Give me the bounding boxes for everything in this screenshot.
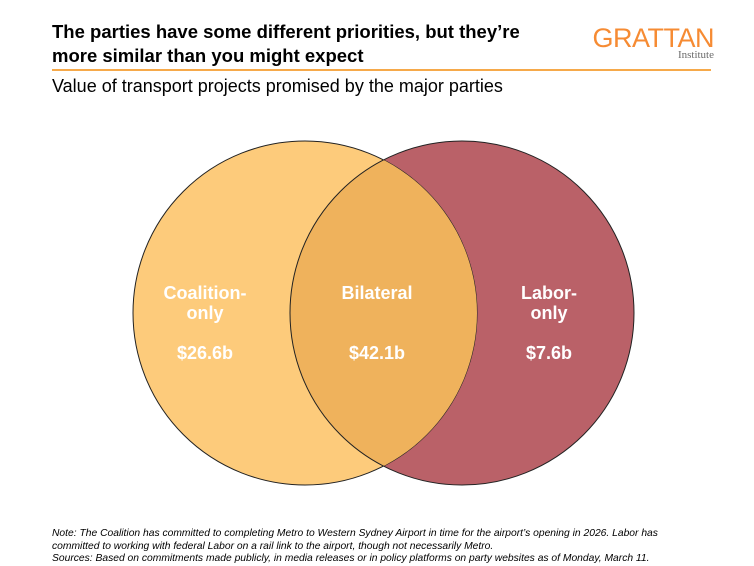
title-divider bbox=[52, 69, 711, 71]
bilateral-label: Bilateral bbox=[341, 283, 412, 303]
grattan-logo: GRATTAN Institute bbox=[592, 23, 715, 61]
chart-subtitle: Value of transport projects promised by … bbox=[52, 76, 503, 96]
coalition-label-line-2: only bbox=[186, 303, 223, 323]
note-line-2: committed to working with federal Labor … bbox=[52, 540, 494, 552]
chart-notes: Note: The Coalition has committed to com… bbox=[52, 528, 732, 566]
labor-value: $7.6b bbox=[526, 343, 572, 363]
chart-title-line-1: The parties have some different prioriti… bbox=[52, 21, 520, 42]
chart-title-line-2: more similar than you might expect bbox=[52, 45, 364, 66]
note-line-1: Note: The Coalition has committed to com… bbox=[52, 528, 658, 539]
sources-line: Sources: Based on commitments made publi… bbox=[52, 553, 650, 564]
logo-subtext: Institute bbox=[677, 49, 714, 61]
chart-title: The parties have some different prioriti… bbox=[52, 20, 572, 68]
logo-name: GRATTAN bbox=[592, 23, 715, 53]
labor-label-line-2: only bbox=[530, 303, 567, 323]
labor-label-line-1: Labor- bbox=[521, 283, 577, 303]
bilateral-value: $42.1b bbox=[349, 343, 405, 363]
coalition-value: $26.6b bbox=[177, 343, 233, 363]
coalition-label-line-1: Coalition- bbox=[164, 283, 247, 303]
bilateral-overlap bbox=[289, 141, 477, 485]
